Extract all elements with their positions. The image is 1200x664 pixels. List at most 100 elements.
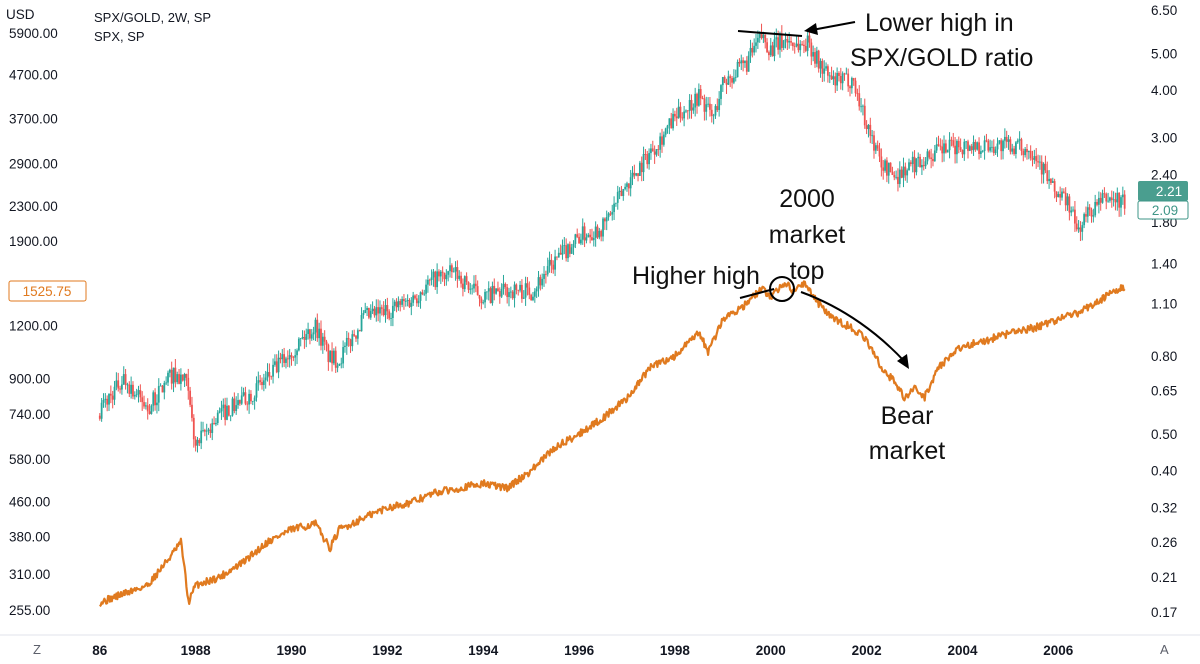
candle-body <box>692 107 695 111</box>
candle-body <box>299 338 302 340</box>
candle-body <box>351 334 354 347</box>
candle-body <box>213 423 215 425</box>
spx-line-series[interactable] <box>97 279 1129 608</box>
candle-body <box>1099 197 1102 203</box>
candle-body <box>277 357 280 373</box>
candle-body <box>141 397 144 403</box>
candle-body <box>1042 163 1045 175</box>
candle-body <box>607 213 610 218</box>
candle-body <box>165 382 168 384</box>
candle-body <box>233 398 236 411</box>
candle-body <box>476 286 479 296</box>
candle-body <box>873 135 875 151</box>
candle-body <box>616 191 619 203</box>
candle-body <box>528 287 531 295</box>
candle-body <box>1116 192 1119 203</box>
candle-body <box>655 149 658 155</box>
candle-body <box>1051 181 1054 183</box>
candle-body <box>1053 181 1056 192</box>
candle-body <box>122 374 125 385</box>
candle-body <box>876 145 879 149</box>
candle-body <box>885 160 888 176</box>
candle-body <box>808 35 811 43</box>
candle-body <box>827 66 829 76</box>
left-axis-unit: USD <box>6 7 35 22</box>
candle-body <box>321 336 324 346</box>
candle-body <box>721 76 724 86</box>
time-axis[interactable]: 86 1988 1990 1992 1994 1996 1998 2000 2002 2004 20… <box>92 643 1074 658</box>
candle-body <box>760 32 763 39</box>
spx-data-point <box>528 468 534 474</box>
candle-body <box>347 337 350 340</box>
candle-body <box>432 271 435 278</box>
candle-body <box>205 430 208 432</box>
candle-body <box>465 276 468 282</box>
candle-body <box>1002 140 1004 152</box>
candle-body <box>631 172 634 178</box>
candle-body <box>847 73 850 87</box>
candle-body <box>1011 148 1014 152</box>
candle-body <box>1040 161 1043 175</box>
right-price-badge-current-text: 2.21 <box>1156 184 1182 199</box>
candle-body <box>989 147 992 151</box>
spx-data-point <box>624 395 630 401</box>
candle-body <box>325 341 328 345</box>
spx-data-point <box>600 415 606 421</box>
candle-body <box>858 93 861 107</box>
candle-body <box>345 337 348 346</box>
candle-body <box>189 390 192 405</box>
candle-body <box>849 86 851 89</box>
spx-data-point <box>936 364 942 370</box>
candle-body <box>471 288 474 290</box>
left-tick-label: 2300.00 <box>9 199 58 214</box>
candle-body <box>668 118 671 126</box>
candle-body <box>296 350 298 356</box>
candle-body <box>598 230 601 238</box>
corner-zoom-button[interactable]: Z <box>33 642 41 657</box>
candle-body <box>497 288 499 291</box>
candle-body <box>157 386 160 403</box>
left-tick-label: 740.00 <box>9 407 50 422</box>
candle-body <box>666 125 669 129</box>
spx-data-point <box>1079 308 1085 314</box>
spx-data-point <box>864 337 870 343</box>
legend-ratio-title[interactable]: SPX/GOLD, 2W, SP <box>94 10 211 25</box>
candle-body <box>710 109 713 116</box>
candle-body <box>921 164 923 168</box>
candle-body <box>209 429 212 433</box>
candle-body <box>288 355 291 360</box>
spx-data-point <box>504 485 510 491</box>
legend-spx-title[interactable]: SPX, SP <box>94 29 145 44</box>
candle-body <box>773 39 776 57</box>
candle-body <box>627 183 630 189</box>
corner-auto-scale-button[interactable]: A <box>1160 642 1169 657</box>
candle-body <box>718 98 721 111</box>
spx-data-point <box>121 591 127 597</box>
candle-body <box>640 162 643 173</box>
annotation-higher-high: Higher high <box>632 262 775 299</box>
candle-body <box>178 374 180 384</box>
candle-body <box>799 43 802 51</box>
candle-body <box>845 73 848 75</box>
candle-body <box>1013 148 1015 154</box>
candle-body <box>701 98 704 99</box>
candle-body <box>312 332 315 335</box>
candle-body <box>393 301 396 306</box>
candle-body <box>419 292 422 301</box>
left-price-axis[interactable]: 5900.00 4700.00 3700.00 2900.00 2300.00 1900.… <box>9 26 58 618</box>
candle-body <box>900 169 903 178</box>
candle-body <box>168 369 171 373</box>
candle-body <box>561 245 564 255</box>
candle-body <box>135 394 138 396</box>
candle-body <box>524 283 527 298</box>
right-price-axis[interactable]: 6.505.004.003.002.401.801.401.100.800.65… <box>1151 3 1177 620</box>
candle-body <box>686 110 689 112</box>
candle-body <box>279 357 282 360</box>
candle-body <box>128 384 131 394</box>
spx-gold-candles[interactable] <box>98 23 1126 453</box>
candle-body <box>327 344 330 362</box>
candle-body <box>911 156 914 165</box>
candle-body <box>1075 223 1078 230</box>
candle-body <box>539 277 542 286</box>
candle-body <box>1094 201 1097 216</box>
